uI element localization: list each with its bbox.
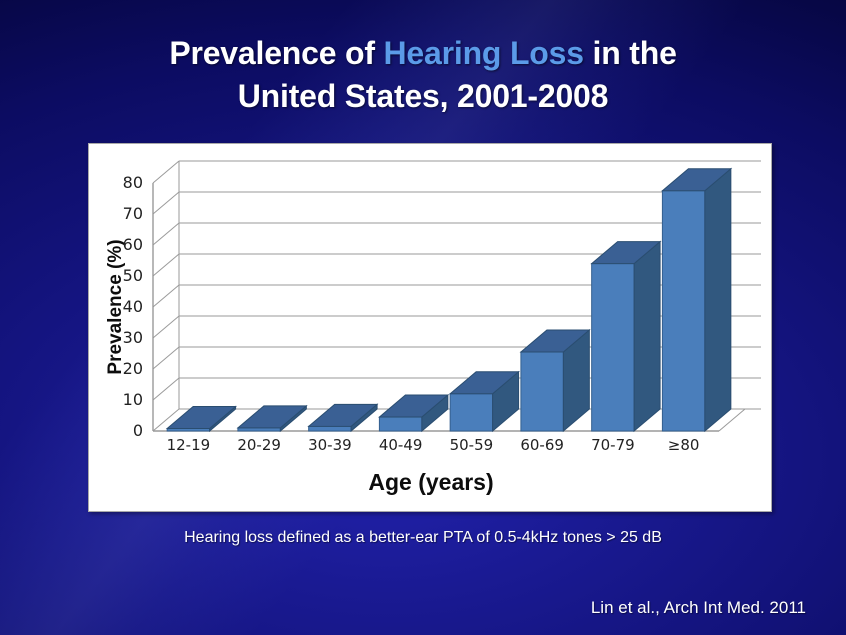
x-axis-tick-20-29: 20-29 xyxy=(237,436,281,454)
title-accent-hearing-loss: Hearing Loss xyxy=(383,35,585,71)
bar-70-79 xyxy=(590,240,662,433)
x-axis-tick-40-49: 40-49 xyxy=(378,436,423,454)
title-text-prefix: Prevalence of xyxy=(169,35,384,71)
x-axis-title: Age (years) xyxy=(368,469,494,495)
chart-canvas xyxy=(152,160,761,433)
x-axis-tick-60-69: 60-69 xyxy=(520,436,564,454)
bar-≥80 xyxy=(661,167,733,433)
bar-30-39 xyxy=(307,403,379,433)
bar-20-29 xyxy=(236,404,308,433)
y-axis-tick-40: 40 xyxy=(122,297,143,316)
source-citation: Lin et al., Arch Int Med. 2011 xyxy=(590,598,806,617)
y-axis-tick-70: 70 xyxy=(122,204,143,223)
y-axis-tick-80: 80 xyxy=(122,173,143,192)
y-axis-tick-50: 50 xyxy=(122,266,143,285)
x-axis-tick-50-59: 50-59 xyxy=(449,436,494,454)
bar-60-69 xyxy=(519,328,591,433)
chart-caption: Hearing loss defined as a better-ear PTA… xyxy=(184,529,662,546)
x-axis-tick-12-19: 12-19 xyxy=(166,436,211,454)
y-axis-tick-0: 0 xyxy=(132,421,143,440)
title-text-suffix: in the xyxy=(583,35,677,71)
chart-panel: Prevalence (%) Age (years) 0 10 20 30 40 50 60… xyxy=(88,143,772,512)
title-line-1: Prevalence of Hearing Loss in the xyxy=(169,35,677,71)
bar-12-19 xyxy=(165,405,237,433)
title-line-2: United States, 2001-2008 xyxy=(237,77,609,114)
page-title: Prevalence of Hearing Loss in the United… xyxy=(0,32,846,118)
chart-bars xyxy=(165,167,733,433)
y-axis-tick-10: 10 xyxy=(122,390,143,409)
y-axis-tick-60: 60 xyxy=(122,235,143,254)
x-axis-tick-70-79: 70-79 xyxy=(591,436,635,454)
x-axis-tick-30-39: 30-39 xyxy=(308,436,352,454)
x-axis-tick-≥80: ≥80 xyxy=(667,436,700,454)
bar-chart: Prevalence (%) Age (years) 0 10 20 30 40 50 60… xyxy=(89,144,773,513)
y-axis-tick-30: 30 xyxy=(122,328,143,347)
bar-40-49 xyxy=(378,393,450,433)
y-axis-tick-20: 20 xyxy=(122,359,143,378)
bar-50-59 xyxy=(448,370,520,433)
